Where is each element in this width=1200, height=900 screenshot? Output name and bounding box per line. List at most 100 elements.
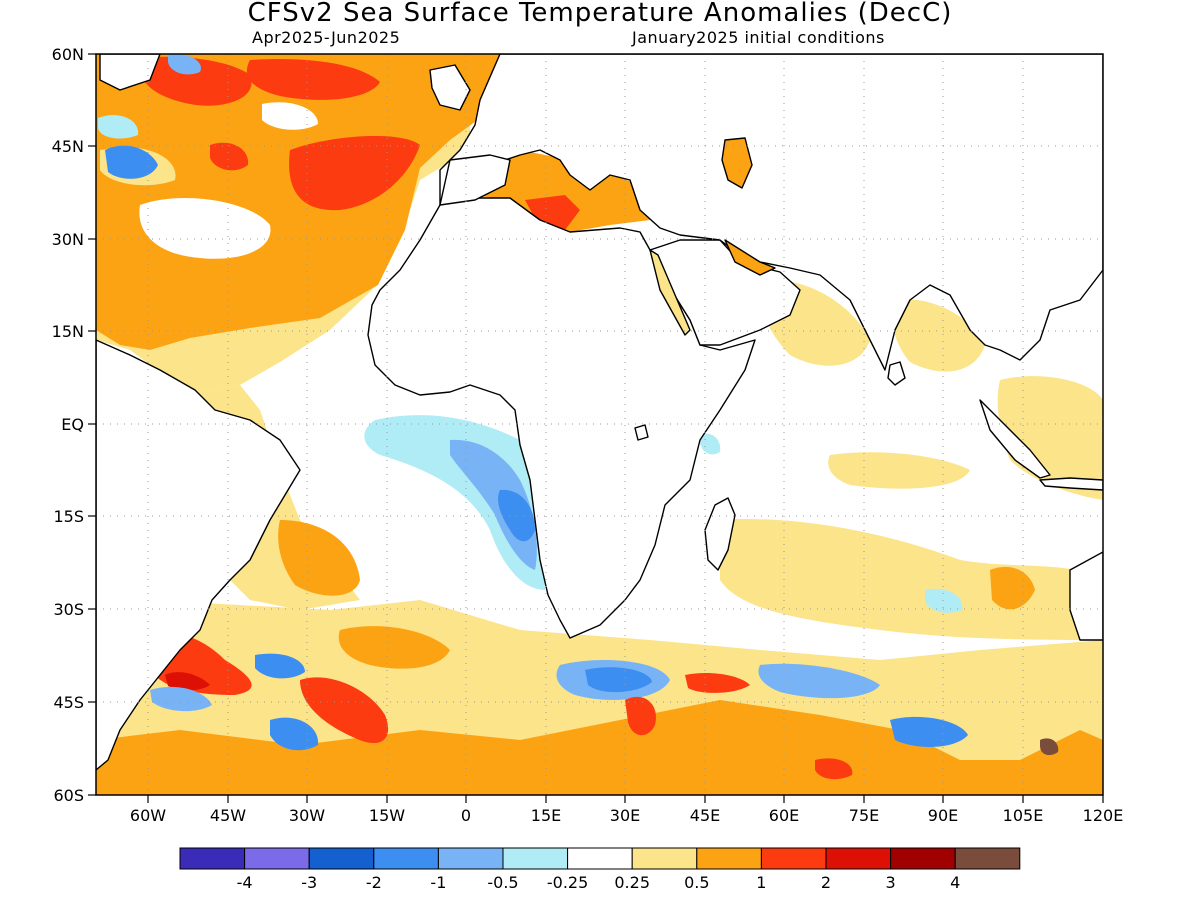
initial-conditions: January2025 initial conditions [632,28,885,47]
legend-swatch [760,847,827,870]
legend-swatch [631,847,698,870]
legend-label: -4 [237,873,253,892]
anomaly-region-nw-atlantic-blue [105,145,158,179]
anomaly-region-s-indian-cyan [925,588,963,613]
anomaly-region-n-atlantic-red-3 [246,58,380,100]
legend-swatch [437,847,504,870]
lon-label-45w: 45W [210,806,246,825]
legend-labels: -4 -3 -2 -1 -0.5 -0.25 0.25 0.5 1 2 3 4 [237,873,961,892]
anomaly-region-s-indian-blue-3 [758,663,880,699]
anomaly-region-sw-atlantic-darkred [165,672,210,691]
legend-swatch [244,847,310,870]
anomaly-region-mediterranean [470,150,660,232]
anomaly-region-s-atlantic-orange-1 [278,520,360,596]
anomaly-region-n-atlantic-red-2 [139,56,252,106]
anomaly-region-w-australia-orange [990,566,1035,610]
caspian-sea [721,137,753,189]
anomaly-region-bay-of-bengal [892,299,985,372]
lon-label-15e: 15E [531,806,561,825]
lon-label-120e: 120E [1083,806,1124,825]
legend-swatch [954,847,1021,870]
lon-label-30e: 30E [610,806,640,825]
lon-label-30w: 30W [289,806,325,825]
anomaly-region-gulf-guinea-lightblue [450,439,537,570]
legend-swatch [308,847,375,870]
legend-label: -2 [366,873,382,892]
legend-label: -3 [301,873,317,892]
forecast-period: Apr2025-Jun2025 [252,28,401,47]
legend-swatch [567,847,633,870]
red-sea [649,249,691,336]
greenland-iceland [99,54,161,91]
anomaly-region-s-indian-red-2 [685,673,750,693]
lon-label-15w: 15W [369,806,405,825]
legend-swatch [696,847,762,870]
legend-swatch [502,847,569,870]
lat-label-15n: 15N [52,322,84,341]
iberia [439,154,511,206]
persian-gulf [724,239,776,276]
sumatra [979,399,1051,479]
anomaly-region-e-africa-cyan [700,433,721,455]
legend-label: 3 [886,873,896,892]
lon-label-90e: 90E [928,806,958,825]
continental-coastlines [96,54,1103,771]
anomaly-region-n-atlantic-red-1 [289,135,420,211]
anomaly-region-s-atlantic-red-2 [300,677,389,744]
legend-label: -0.25 [547,873,588,892]
anomaly-region-s-atlantic-blue-3 [270,717,319,751]
lat-label-30n: 30N [52,230,84,249]
legend-colorbar [179,847,1021,870]
legend-swatch [179,847,246,870]
legend-swatch [373,847,439,870]
legend-label: 0.5 [684,873,709,892]
legend-swatch [890,847,956,870]
south-america-landmass [96,339,301,771]
lake-victoria [634,424,649,441]
anomaly-region-s-atlantic-blue-2 [150,686,212,712]
australia-landmass [1069,551,1103,641]
anomaly-region-south-atlantic-orange-2 [338,626,450,669]
anomaly-region-s-indian-blue-2 [585,667,652,693]
lat-label-30s: 30S [53,600,84,619]
legend-label: 4 [950,873,960,892]
sri-lanka [887,361,906,386]
borneo-java [1039,477,1103,491]
legend-label: 0.25 [614,873,650,892]
anomaly-region-s-atlantic-blue-1 [255,653,305,679]
legend-label: -1 [430,873,446,892]
lat-label-45n: 45N [52,137,84,156]
anomaly-region-s-indian-red-1 [625,696,656,736]
anomaly-region-labrador-blue [168,54,201,75]
lat-tick-labels: 60N 45N 30N 15N EQ 15S 30S 45S 60S [52,45,84,805]
british-isles [429,64,471,111]
lon-label-45e: 45E [690,806,720,825]
anomaly-region-nw-atlantic-white [262,102,318,130]
anomaly-region-nw-atlantic-cyan [98,115,139,139]
lat-label-45s: 45S [53,693,84,712]
lat-label-60s: 60S [53,786,84,805]
lon-label-60w: 60W [130,806,166,825]
legend-swatch [825,847,892,870]
lon-label-0: 0 [461,806,471,825]
lat-label-eq: EQ [61,415,84,434]
africa-landmass [367,197,756,639]
lon-tick-marks [147,795,1104,803]
lon-label-105e: 105E [1003,806,1044,825]
anomaly-region-s-indian-light [720,519,1103,640]
legend-label: -0.5 [487,873,518,892]
lat-tick-marks [88,53,96,796]
lon-label-60e: 60E [769,806,799,825]
legend-label: 1 [756,873,766,892]
map-title: CFSv2 Sea Surface Temperature Anomalies … [247,0,953,28]
anomaly-region-se-indian-brown [1040,738,1059,756]
lat-label-60n: 60N [52,45,84,64]
anomaly-region-n-atlantic-neutral [139,197,271,259]
anomaly-region-n-atlantic-red-4 [210,142,249,171]
lon-label-75e: 75E [849,806,879,825]
anomaly-region-maritime-continent [997,376,1103,500]
legend-label: 2 [821,873,831,892]
anomaly-region-indian-eq [828,452,970,489]
lat-label-15s: 15S [53,507,84,526]
